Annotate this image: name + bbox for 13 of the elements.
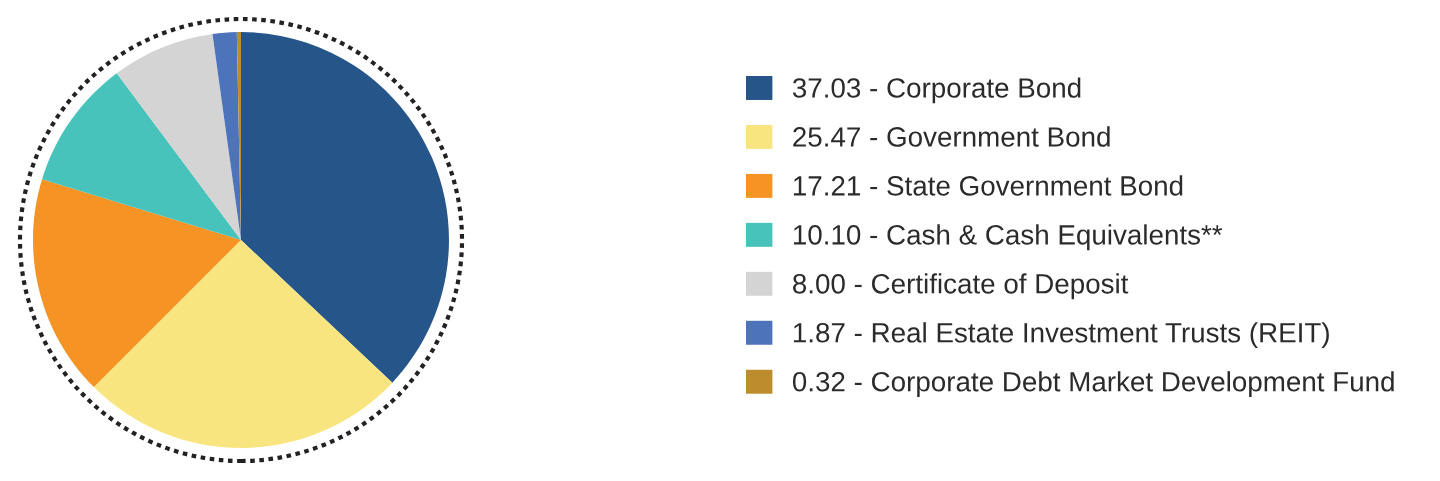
legend-label: 1.87 - Real Estate Investment Trusts (REIT): [793, 322, 1329, 349]
pie-slice: [33, 179, 241, 388]
pie-slice: [212, 32, 241, 240]
legend-label: 37.03 - Corporate Bond: [792, 77, 1081, 104]
pie-slice: [116, 33, 241, 240]
legend-label: 25.47 - Government Bond: [793, 126, 1110, 147]
legend-label: 0.32 - Corporate Debt Market Development Fund: [792, 371, 1394, 398]
legend-label: 17.21 - State Government Bond: [793, 175, 1183, 196]
legend-label: 10.10 - Cash & Cash Equivalents**: [793, 224, 1223, 251]
pie-slice: [93, 240, 393, 448]
pie-slice: [42, 73, 241, 240]
legend-label: 8.00 - Certificate of Deposit: [793, 273, 1129, 300]
pie-slice: [241, 32, 449, 383]
